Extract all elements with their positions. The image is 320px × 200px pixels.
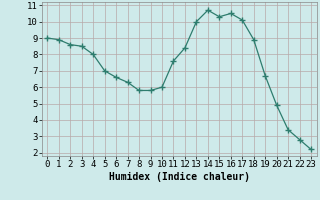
- X-axis label: Humidex (Indice chaleur): Humidex (Indice chaleur): [109, 172, 250, 182]
